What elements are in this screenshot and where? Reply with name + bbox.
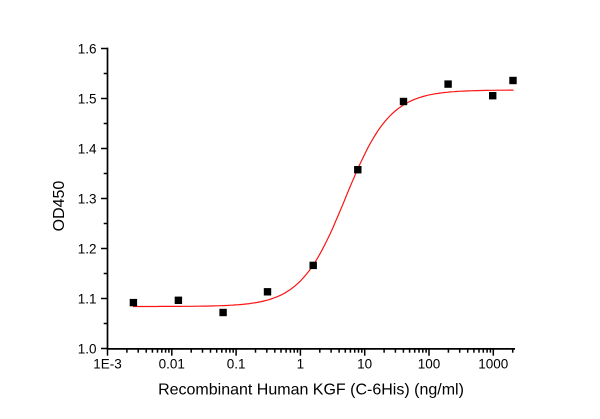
svg-text:0.1: 0.1 (227, 357, 246, 372)
svg-text:1.6: 1.6 (78, 41, 97, 56)
svg-text:1.4: 1.4 (78, 141, 97, 156)
svg-text:1.5: 1.5 (78, 91, 97, 106)
svg-text:0.01: 0.01 (159, 357, 185, 372)
svg-text:100: 100 (418, 357, 441, 372)
svg-text:1000: 1000 (478, 357, 508, 372)
svg-text:1.2: 1.2 (78, 241, 97, 256)
svg-text:1.3: 1.3 (78, 191, 97, 206)
svg-text:1E-3: 1E-3 (93, 357, 122, 372)
svg-text:OD450: OD450 (51, 181, 68, 232)
svg-text:1: 1 (297, 357, 305, 372)
svg-text:10: 10 (357, 357, 372, 372)
svg-text:1.1: 1.1 (78, 291, 97, 306)
svg-text:1.0: 1.0 (78, 341, 97, 356)
svg-text:Recombinant Human KGF (C-6His): Recombinant Human KGF (C-6His) (ng/ml) (158, 381, 464, 398)
